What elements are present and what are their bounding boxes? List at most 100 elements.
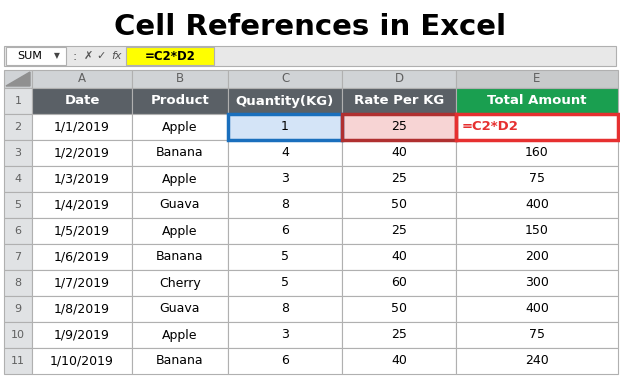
Bar (456, 218, 618, 244)
Text: 11: 11 (11, 356, 25, 366)
Text: Date: Date (64, 94, 100, 107)
Bar (4, 322, 32, 348)
Bar (32, 348, 132, 374)
Bar (32, 244, 132, 270)
Bar (32, 114, 132, 140)
Text: 6: 6 (281, 354, 289, 367)
Text: 5: 5 (14, 200, 22, 210)
Bar (4, 348, 32, 374)
Bar (228, 270, 342, 296)
Bar (342, 114, 456, 140)
Bar (4, 166, 32, 192)
Bar (32, 88, 132, 114)
Text: 25: 25 (391, 225, 407, 238)
Text: 3: 3 (14, 148, 22, 158)
Text: Guava: Guava (160, 199, 200, 212)
Text: 8: 8 (281, 303, 289, 316)
Bar (4, 114, 32, 140)
Bar (132, 322, 228, 348)
Text: 240: 240 (525, 354, 549, 367)
Text: Product: Product (151, 94, 210, 107)
Text: ✓: ✓ (96, 51, 105, 61)
Text: D: D (394, 73, 404, 86)
Text: 6: 6 (14, 226, 22, 236)
Text: Cherry: Cherry (159, 277, 201, 290)
Bar (132, 114, 228, 140)
Bar (132, 348, 228, 374)
Bar (132, 270, 228, 296)
Bar (342, 270, 456, 296)
Text: Banana: Banana (156, 147, 204, 160)
Text: =C2*D2: =C2*D2 (144, 50, 195, 63)
Bar (342, 296, 456, 322)
Bar (32, 218, 132, 244)
Text: 1/4/2019: 1/4/2019 (54, 199, 110, 212)
Bar (132, 70, 228, 88)
Text: Total Amount: Total Amount (487, 94, 587, 107)
Bar (342, 70, 456, 88)
Text: Apple: Apple (162, 329, 198, 342)
Text: 1: 1 (281, 120, 289, 133)
Bar (456, 322, 618, 348)
Text: Apple: Apple (162, 173, 198, 186)
Bar (32, 140, 132, 166)
Bar (456, 296, 618, 322)
Bar (456, 244, 618, 270)
Text: 1/3/2019: 1/3/2019 (54, 173, 110, 186)
Text: 9: 9 (14, 304, 22, 314)
Bar (228, 114, 342, 140)
Text: 50: 50 (391, 303, 407, 316)
Text: Guava: Guava (160, 303, 200, 316)
Polygon shape (6, 72, 30, 86)
Bar (132, 88, 228, 114)
Text: Cell References in Excel: Cell References in Excel (114, 13, 506, 41)
Text: 7: 7 (14, 252, 22, 262)
Text: ✗: ✗ (83, 51, 92, 61)
Text: Apple: Apple (162, 120, 198, 133)
Text: 40: 40 (391, 147, 407, 160)
Text: 400: 400 (525, 199, 549, 212)
Bar (228, 218, 342, 244)
Bar (132, 296, 228, 322)
Text: 50: 50 (391, 199, 407, 212)
Bar (4, 88, 32, 114)
Bar (132, 140, 228, 166)
Bar (32, 166, 132, 192)
Bar (342, 88, 456, 114)
Bar (342, 192, 456, 218)
Bar (4, 192, 32, 218)
Text: :: : (73, 50, 77, 63)
Bar (4, 296, 32, 322)
Text: 6: 6 (281, 225, 289, 238)
Bar (456, 166, 618, 192)
Bar (228, 322, 342, 348)
Bar (456, 348, 618, 374)
Text: B: B (176, 73, 184, 86)
Text: Rate Per KG: Rate Per KG (354, 94, 444, 107)
Bar (342, 166, 456, 192)
Bar (228, 244, 342, 270)
Bar (132, 244, 228, 270)
Bar (32, 70, 132, 88)
Bar (228, 192, 342, 218)
Text: 150: 150 (525, 225, 549, 238)
Bar (132, 166, 228, 192)
Text: Banana: Banana (156, 354, 204, 367)
Bar (4, 270, 32, 296)
Text: 1/10/2019: 1/10/2019 (50, 354, 114, 367)
Text: 40: 40 (391, 354, 407, 367)
Bar (32, 270, 132, 296)
Text: 160: 160 (525, 147, 549, 160)
Bar (4, 140, 32, 166)
Text: 1/2/2019: 1/2/2019 (54, 147, 110, 160)
Bar (342, 218, 456, 244)
Text: 25: 25 (391, 173, 407, 186)
Bar (228, 114, 342, 140)
Bar (4, 244, 32, 270)
Text: 400: 400 (525, 303, 549, 316)
Text: 25: 25 (391, 120, 407, 133)
Text: 1/9/2019: 1/9/2019 (54, 329, 110, 342)
Text: 10: 10 (11, 330, 25, 340)
Bar (342, 348, 456, 374)
Text: 1/7/2019: 1/7/2019 (54, 277, 110, 290)
